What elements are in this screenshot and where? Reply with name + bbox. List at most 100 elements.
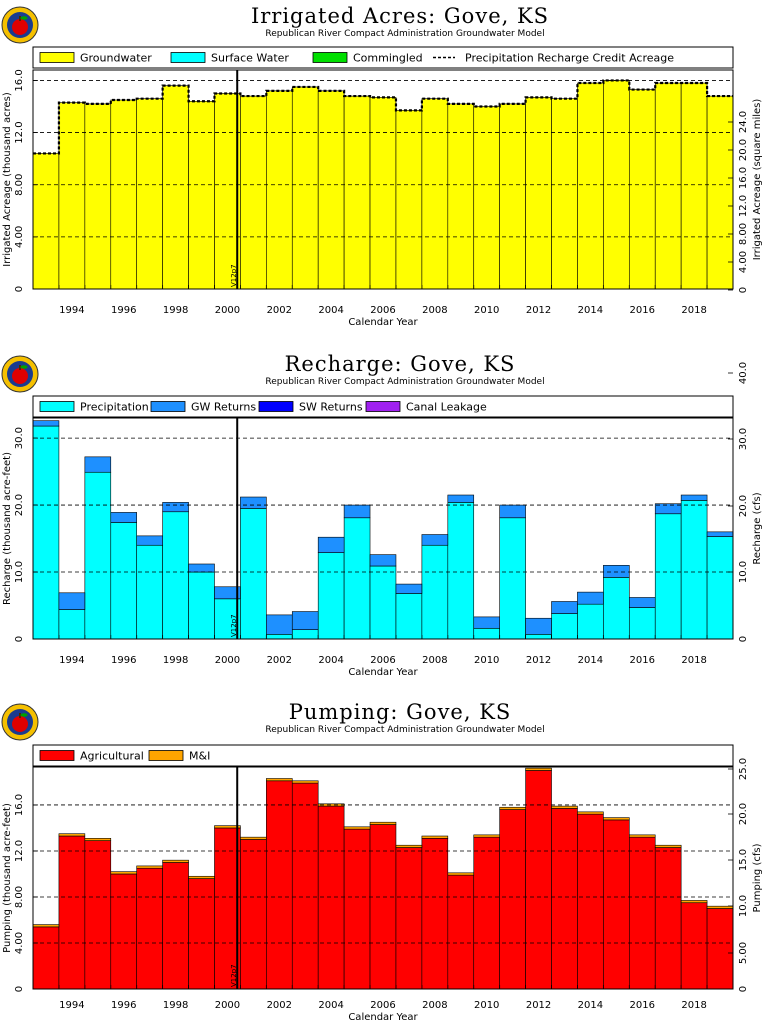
bar-precipitation bbox=[577, 603, 604, 640]
bar-groundwater bbox=[136, 98, 163, 290]
bar-agricultural bbox=[395, 847, 423, 990]
bar-gw-returns bbox=[680, 494, 708, 501]
y-axis-label: Irrigated Acreage (thousand acres) bbox=[2, 92, 13, 267]
x-tick-label: 2018 bbox=[681, 655, 706, 666]
bar-precipitation bbox=[162, 511, 189, 640]
x-tick-label: 2006 bbox=[370, 1000, 395, 1011]
x-tick-label: 2002 bbox=[267, 1000, 292, 1011]
bar-agricultural bbox=[32, 926, 60, 990]
bar-precipitation bbox=[447, 502, 475, 640]
x-tick-label: 2012 bbox=[526, 1000, 551, 1011]
x-tick-label: 2014 bbox=[578, 655, 603, 666]
y-tick-label: 8.00 bbox=[14, 174, 25, 196]
bar-m-i bbox=[577, 811, 604, 815]
bar-groundwater bbox=[240, 95, 267, 290]
x-tick-label: 2010 bbox=[474, 1000, 499, 1011]
y-tick-label: 0 bbox=[14, 636, 25, 642]
bar-precipitation bbox=[654, 513, 682, 640]
bar-groundwater bbox=[317, 90, 345, 290]
bar-m-i bbox=[266, 778, 293, 782]
bar-agricultural bbox=[369, 824, 397, 990]
legend-label: GW Returns bbox=[191, 401, 256, 414]
bar-m-i bbox=[447, 872, 475, 876]
bar-gw-returns bbox=[421, 534, 449, 546]
x-tick-label: 2000 bbox=[215, 655, 240, 666]
bar-agricultural bbox=[473, 836, 500, 990]
y-right-tick-label: 0 bbox=[738, 287, 749, 293]
x-tick-label: 2016 bbox=[630, 305, 655, 316]
bar-m-i bbox=[628, 834, 656, 838]
bar-gw-returns bbox=[58, 592, 86, 610]
x-tick-label: 2016 bbox=[630, 655, 655, 666]
y-axis-label: Recharge (thousand acre-feet) bbox=[2, 452, 13, 605]
bar-precipitation bbox=[551, 613, 578, 640]
x-tick-label: 2008 bbox=[422, 1000, 447, 1011]
bar-agricultural bbox=[680, 902, 708, 990]
legend-label: Precipitation Recharge Credit Acreage bbox=[465, 52, 674, 65]
bar-m-i bbox=[214, 825, 241, 829]
x-axis-label: Calendar Year bbox=[348, 1012, 418, 1023]
legend-swatch bbox=[258, 401, 294, 412]
bar-precipitation bbox=[136, 544, 163, 640]
bar-m-i bbox=[680, 900, 708, 904]
bar-groundwater bbox=[32, 153, 60, 290]
bar-precipitation bbox=[188, 571, 215, 640]
x-tick-label: 2016 bbox=[630, 1000, 655, 1011]
bar-groundwater bbox=[577, 82, 604, 290]
bar-precipitation bbox=[291, 629, 319, 640]
y-right-tick-label: 12.0 bbox=[738, 195, 749, 217]
bar-gw-returns bbox=[654, 503, 682, 515]
x-tick-label: 2000 bbox=[215, 1000, 240, 1011]
y-right-tick-label: 5.00 bbox=[738, 942, 749, 964]
x-tick-label: 1996 bbox=[111, 305, 136, 316]
plot-frame bbox=[32, 417, 734, 640]
bar-groundwater bbox=[473, 106, 500, 290]
y-tick-label: 16.0 bbox=[14, 69, 25, 91]
x-tick-label: 2008 bbox=[422, 305, 447, 316]
bar-agricultural bbox=[136, 867, 163, 990]
legend-label: Canal Leakage bbox=[406, 401, 487, 414]
bar-precipitation bbox=[473, 627, 500, 640]
bar-agricultural bbox=[525, 770, 552, 990]
y-right-tick-label: 0 bbox=[738, 986, 749, 992]
bar-groundwater bbox=[162, 85, 189, 290]
bar-gw-returns bbox=[551, 601, 578, 614]
bar-agricultural bbox=[266, 780, 293, 990]
bar-gw-returns bbox=[577, 591, 604, 605]
precip-recharge-credit-line bbox=[33, 79, 733, 155]
chart-subtitle: Republican River Compact Administration … bbox=[265, 725, 544, 735]
bar-gw-returns bbox=[369, 554, 397, 567]
bar-m-i bbox=[395, 844, 423, 848]
bar-groundwater bbox=[188, 100, 215, 290]
bar-m-i bbox=[525, 767, 552, 771]
bar-m-i bbox=[473, 834, 500, 838]
x-tick-label: 2004 bbox=[318, 1000, 343, 1011]
chart-title: Pumping: Gove, KS bbox=[289, 700, 512, 724]
bar-m-i bbox=[84, 838, 112, 841]
bar-agricultural bbox=[317, 805, 345, 990]
apple-icon bbox=[12, 716, 28, 732]
y-right-tick-label: 24.0 bbox=[738, 111, 749, 133]
x-tick-label: 2006 bbox=[370, 305, 395, 316]
y-tick-label: 0 bbox=[14, 986, 25, 992]
bar-gw-returns bbox=[84, 456, 112, 473]
bar-agricultural bbox=[577, 813, 604, 990]
bar-gw-returns bbox=[343, 504, 371, 519]
y-right-tick-label: 4.00 bbox=[738, 251, 749, 273]
bar-precipitation bbox=[628, 607, 656, 640]
chart-subtitle: Republican River Compact Administration … bbox=[265, 29, 544, 39]
bar-groundwater bbox=[551, 98, 578, 290]
bar-groundwater bbox=[291, 86, 319, 290]
bar-gw-returns bbox=[136, 535, 163, 546]
bar-precipitation bbox=[266, 634, 293, 640]
x-tick-label: 1996 bbox=[111, 655, 136, 666]
bar-gw-returns bbox=[32, 420, 60, 427]
bar-m-i bbox=[136, 865, 163, 869]
y-tick-label: 10.0 bbox=[14, 561, 25, 583]
bar-agricultural bbox=[58, 835, 86, 990]
bar-gw-returns bbox=[499, 504, 526, 519]
y-right-tick-label: 8.00 bbox=[738, 223, 749, 245]
